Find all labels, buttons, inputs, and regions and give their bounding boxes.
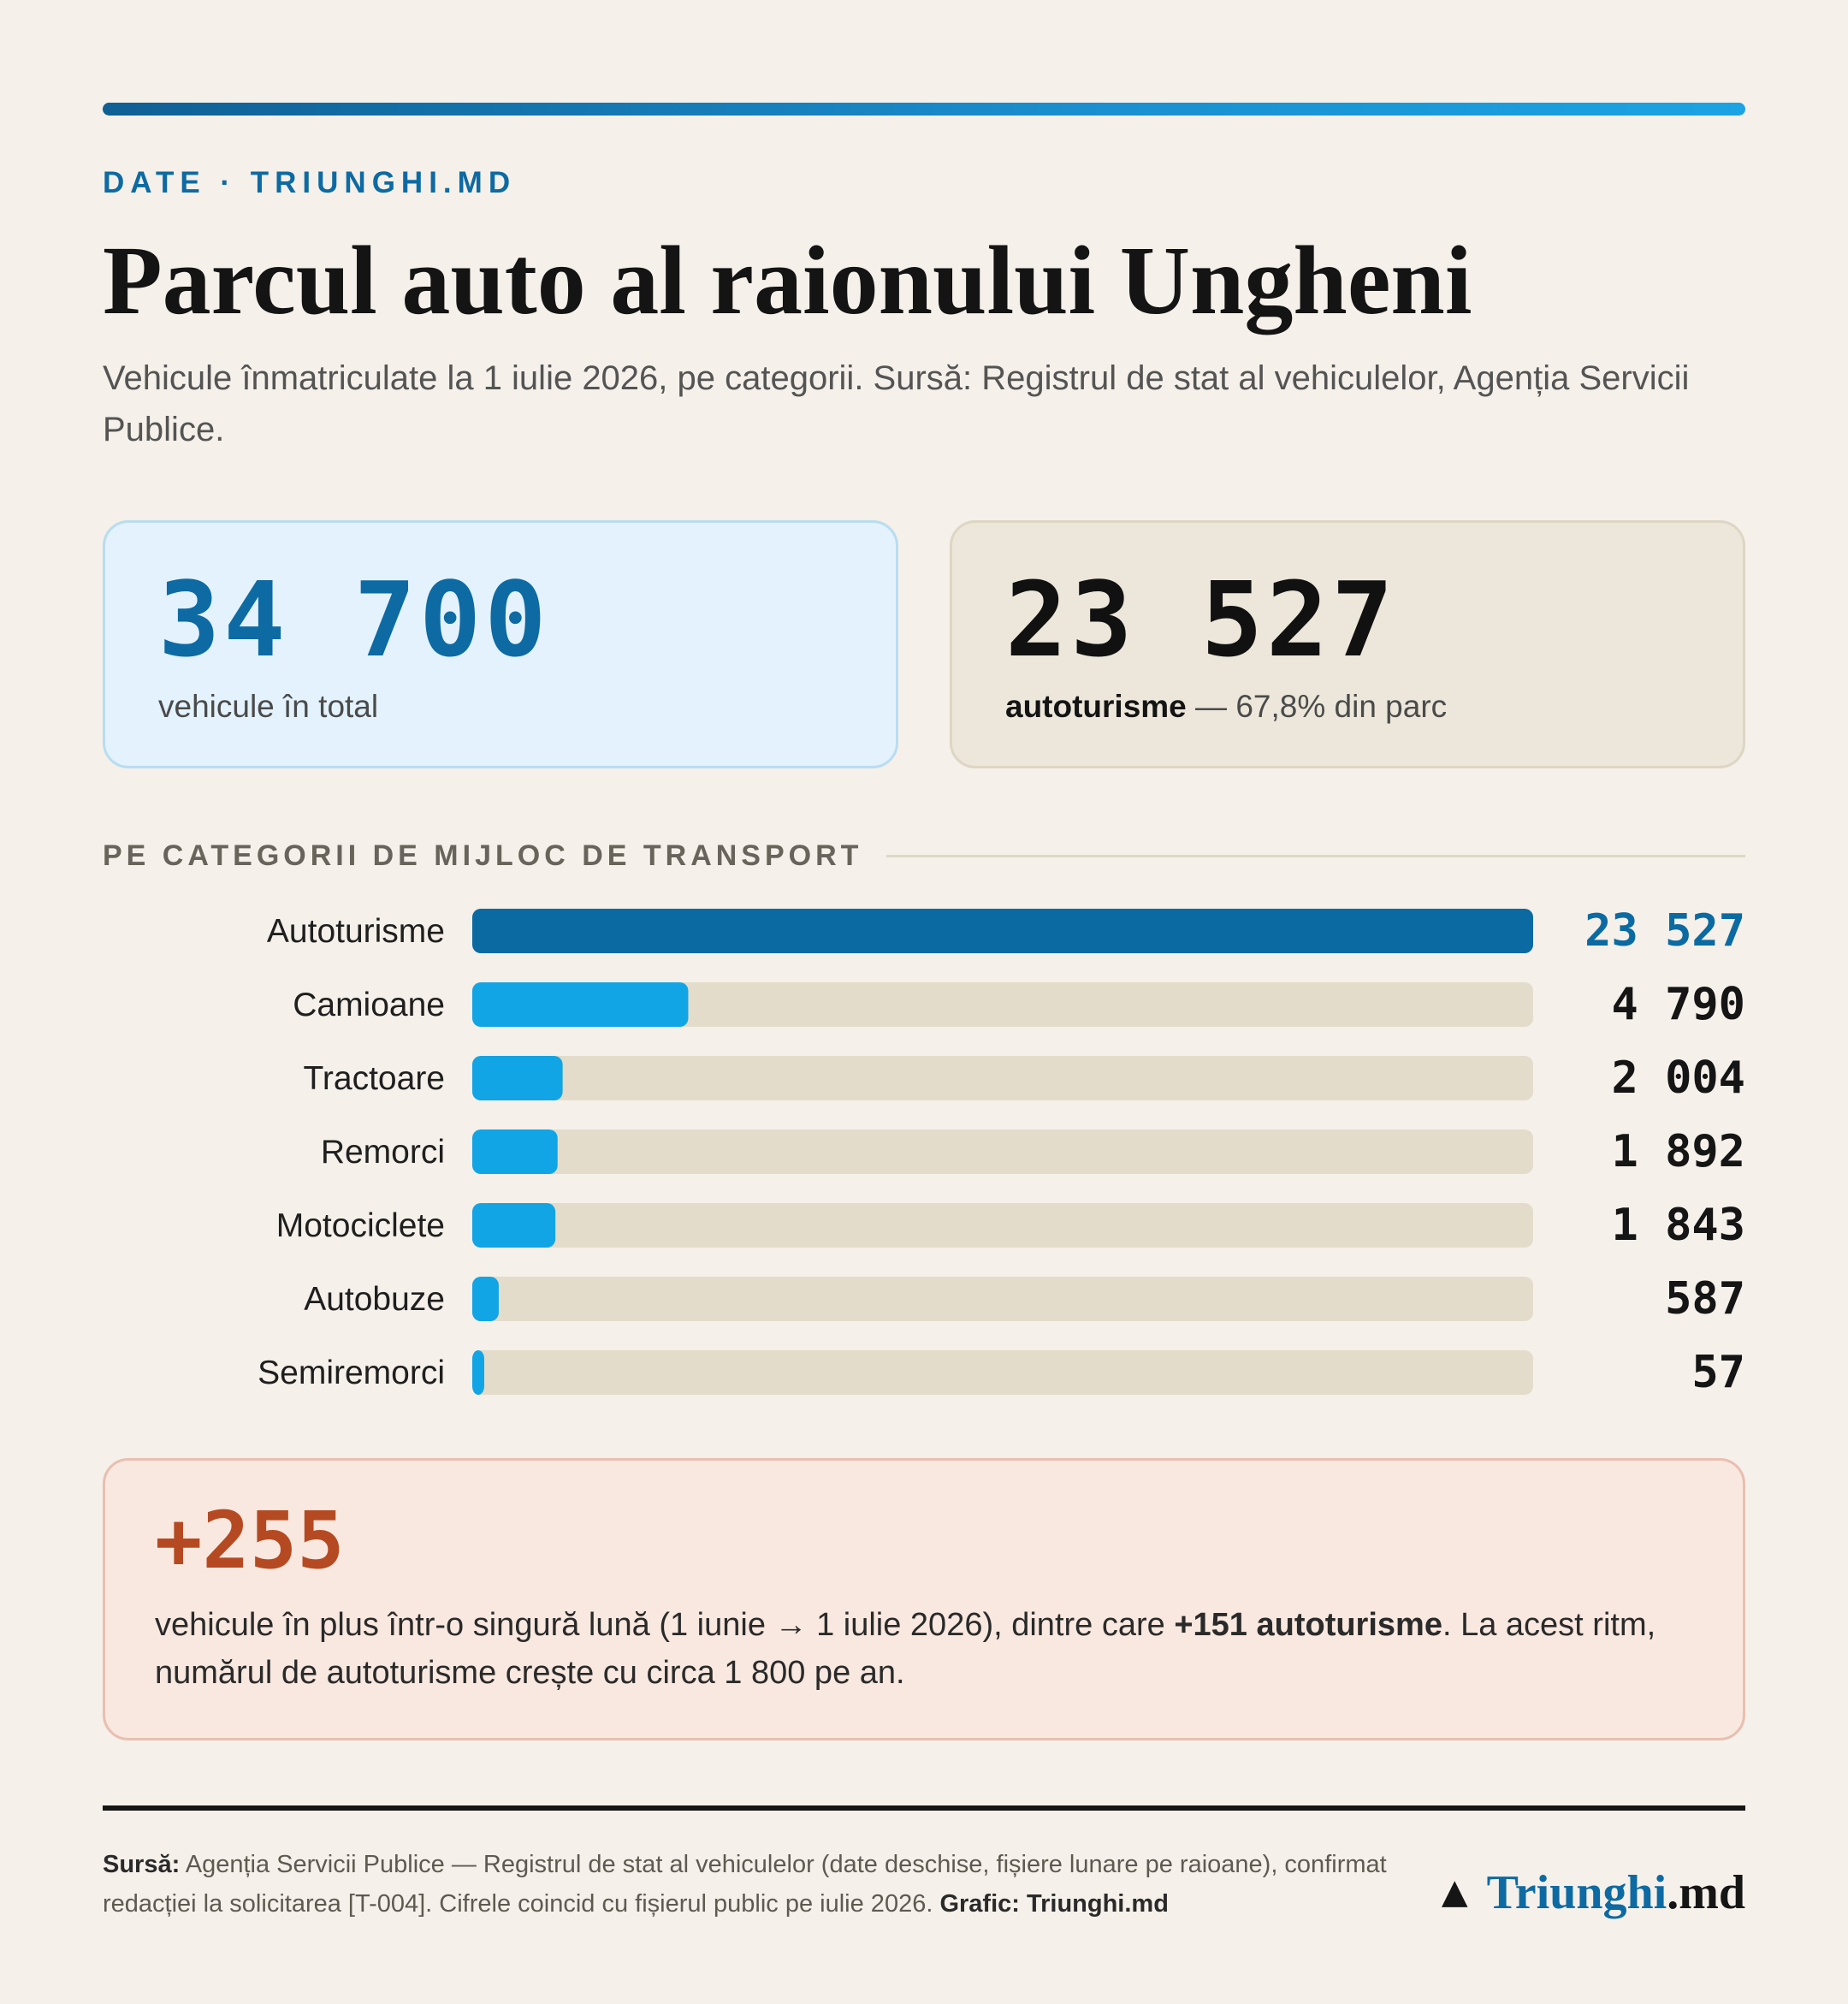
- bar-track: [472, 1350, 1533, 1395]
- source-label: Sursă:: [103, 1851, 181, 1878]
- section-title: PE CATEGORII DE MIJLOC DE TRANSPORT: [103, 839, 863, 872]
- bar: [472, 1277, 499, 1321]
- bar: [472, 1129, 558, 1174]
- category-label: Autoturisme: [267, 913, 445, 950]
- source-note: Sursă: Agenția Servicii Publice — Regist…: [103, 1845, 1403, 1924]
- subtitle: Vehicule înmatriculate la 1 iulie 2026, …: [103, 359, 1690, 448]
- category-label: Motociclete: [276, 1207, 445, 1244]
- accent-bar: [103, 103, 1745, 116]
- source-text: Agenția Servicii Publice — Registrul de …: [103, 1851, 1387, 1918]
- category-label: Remorci: [321, 1134, 445, 1171]
- cars-caption-bold: autoturisme: [1005, 689, 1187, 724]
- bar: [472, 982, 689, 1027]
- category-label: Semiremorci: [258, 1355, 445, 1391]
- graphic-credit: Grafic: Triunghi.md: [939, 1890, 1169, 1918]
- growth-callout: +255 vehicule în plus într-o singură lun…: [103, 1458, 1745, 1740]
- value-label: 57: [1691, 1347, 1745, 1398]
- bar-track: [472, 1277, 1533, 1321]
- total-caption: vehicule în total: [158, 689, 379, 724]
- section-heading: PE CATEGORII DE MIJLOC DE TRANSPORT: [103, 837, 1745, 875]
- kicker: DATE · TRIUNGHI.MD: [103, 166, 517, 199]
- growth-text-after: . La acest ritm, numărul de autoturisme …: [155, 1607, 1656, 1691]
- growth-value: +255: [155, 1495, 345, 1586]
- growth-text-bold: +151 autoturisme: [1174, 1607, 1442, 1643]
- value-label: 2 004: [1611, 1052, 1745, 1104]
- total-card: 34 700 vehicule în total: [103, 520, 898, 768]
- brand-name: Triunghi: [1486, 1866, 1667, 1919]
- bar-track: [472, 1203, 1533, 1248]
- total-value: 34 700: [158, 561, 550, 680]
- bar: [472, 1056, 563, 1100]
- bar: [472, 909, 1533, 953]
- triangle-icon: ▲: [1441, 1872, 1468, 1912]
- value-label: 23 527: [1584, 905, 1745, 957]
- cars-card: 23 527 autoturisme — 67,8% din parc: [950, 520, 1745, 768]
- section-rule: [886, 854, 1745, 857]
- category-label: Tractoare: [304, 1060, 445, 1097]
- page-title: Parcul auto al raionului Ungheni: [103, 226, 1472, 335]
- footer-rule: [103, 1805, 1745, 1811]
- value-label: 4 790: [1611, 979, 1745, 1030]
- growth-text: vehicule în plus într-o singură lună (1 …: [155, 1601, 1695, 1697]
- brand-tld: .md: [1667, 1866, 1745, 1919]
- brand-logo: ▲ Triunghi.md: [1442, 1865, 1745, 1920]
- bar: [472, 1350, 484, 1395]
- value-label: 587: [1665, 1273, 1745, 1325]
- bar-track: [472, 1129, 1533, 1174]
- cars-value: 23 527: [1005, 561, 1397, 680]
- bar-track: [472, 982, 1533, 1027]
- cars-caption-rest: — 67,8% din parc: [1186, 689, 1448, 724]
- category-label: Autobuze: [304, 1281, 445, 1318]
- value-label: 1 892: [1611, 1126, 1745, 1177]
- bar-chart: Autoturisme 23 527 Camioane 4 790 Tractoare 2…: [258, 905, 1745, 1398]
- category-label: Camioane: [293, 987, 445, 1023]
- bar-track: [472, 1056, 1533, 1100]
- value-label: 1 843: [1611, 1200, 1745, 1251]
- cars-caption: autoturisme — 67,8% din parc: [1005, 689, 1447, 725]
- growth-text-before: vehicule în plus într-o singură lună (1 …: [155, 1607, 1175, 1643]
- bar: [472, 1203, 556, 1248]
